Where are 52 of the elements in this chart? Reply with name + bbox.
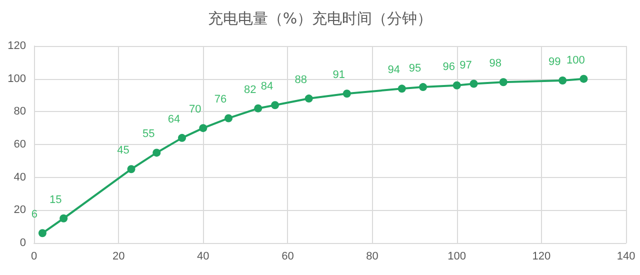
point — [178, 134, 186, 142]
data-label: 64 — [168, 113, 180, 126]
chart-title: 充电电量（%）充电时间（分钟） — [208, 10, 432, 28]
y-tick-label: 40 — [14, 171, 26, 184]
point — [199, 124, 208, 132]
data-label: 45 — [117, 144, 130, 157]
data-label: 76 — [214, 94, 227, 106]
point — [304, 94, 313, 103]
x-tick-label: 80 — [366, 250, 378, 262]
y-tick-label: 80 — [14, 106, 26, 118]
y-tick-label: 120 — [8, 40, 26, 52]
data-label: 55 — [142, 128, 155, 140]
y-tick-label: 20 — [14, 204, 26, 216]
point — [558, 76, 567, 84]
point — [254, 104, 262, 112]
point — [419, 83, 428, 92]
point — [60, 214, 68, 222]
data-label: 70 — [189, 104, 202, 116]
data-label: 88 — [294, 74, 307, 86]
point — [499, 78, 508, 86]
data-label: 6 — [31, 208, 38, 221]
data-label: 91 — [332, 69, 346, 82]
data-label: 99 — [548, 56, 561, 68]
point — [580, 74, 588, 83]
point — [452, 81, 461, 90]
x-tick-label: 120 — [532, 250, 551, 262]
point — [224, 114, 233, 122]
point — [398, 84, 406, 93]
data-label: 97 — [460, 59, 472, 72]
y-tick-label: 0 — [20, 237, 26, 249]
x-tick-label: 0 — [30, 250, 38, 262]
x-tick-label: 100 — [448, 250, 466, 262]
point — [38, 229, 46, 238]
point — [127, 165, 136, 174]
y-tick-label: 100 — [8, 72, 26, 85]
point — [342, 90, 351, 98]
data-label: 96 — [442, 60, 455, 73]
point — [271, 101, 280, 110]
y-tick-label: 60 — [14, 138, 26, 150]
x-tick-label: 20 — [112, 250, 125, 262]
data-label: 82 — [244, 84, 256, 96]
data-label: 84 — [260, 80, 274, 93]
x-tick-label: 140 — [616, 250, 636, 262]
data-label: 94 — [388, 64, 400, 76]
x-tick-label: 60 — [282, 250, 294, 262]
point — [470, 80, 478, 88]
data-label: 100 — [566, 54, 585, 66]
data-label: 98 — [489, 58, 502, 70]
x-tick-label: 40 — [197, 250, 210, 262]
data-label: 15 — [49, 194, 62, 206]
point — [152, 148, 161, 157]
data-label: 95 — [408, 62, 422, 75]
